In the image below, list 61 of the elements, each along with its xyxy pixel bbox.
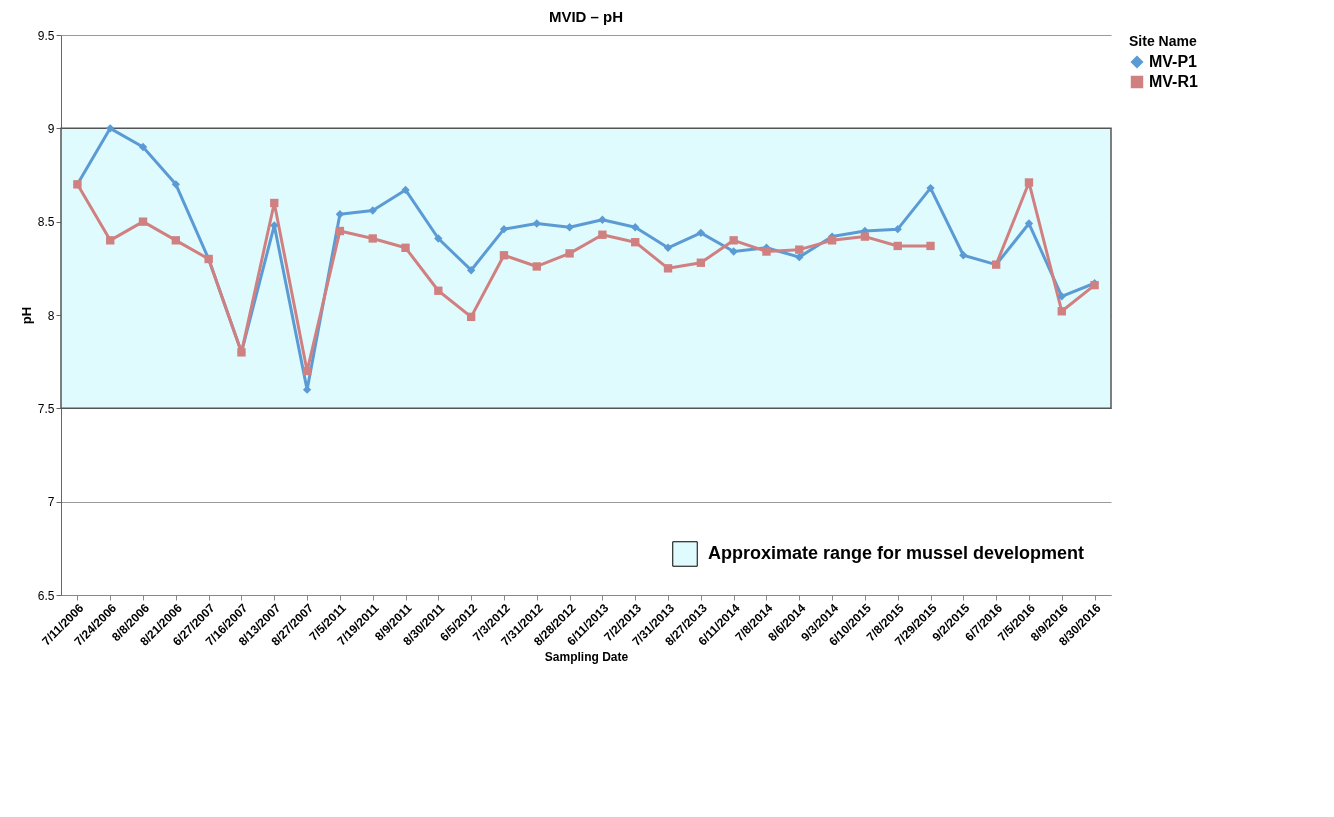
point <box>729 236 738 245</box>
point <box>138 142 148 152</box>
y-tick-label: 7 <box>47 495 55 510</box>
point <box>1057 292 1066 301</box>
point <box>696 258 706 267</box>
legend-label: MV-P1 <box>1149 53 1198 70</box>
x-axis-title: Sampling Date <box>544 650 629 665</box>
point <box>827 236 837 245</box>
y-axis-title: pH <box>18 306 34 325</box>
point <box>926 241 935 251</box>
point <box>106 236 115 245</box>
legend-label: MV-R1 <box>1149 73 1198 90</box>
point <box>368 234 377 243</box>
point <box>860 232 870 241</box>
point <box>466 266 476 275</box>
point <box>1024 219 1034 228</box>
point <box>1057 307 1066 316</box>
point <box>171 236 181 245</box>
point <box>532 219 541 228</box>
point <box>565 223 574 232</box>
point <box>598 215 607 224</box>
point <box>926 183 935 193</box>
point <box>729 247 738 256</box>
point <box>795 252 804 262</box>
point <box>302 366 312 376</box>
point <box>795 245 804 254</box>
point <box>893 241 902 251</box>
point <box>631 238 640 247</box>
point <box>368 206 377 215</box>
y-tick-label: 9 <box>47 121 55 136</box>
point <box>499 251 509 260</box>
legend-title: Site Name <box>1129 33 1197 49</box>
point <box>565 249 574 258</box>
point <box>631 223 640 232</box>
point <box>335 210 345 219</box>
point <box>598 230 607 239</box>
point <box>171 180 181 189</box>
point <box>663 243 673 252</box>
point <box>1024 178 1034 187</box>
point <box>401 185 410 195</box>
point <box>959 251 968 260</box>
y-tick-label: 6.5 <box>37 588 55 603</box>
point <box>106 124 115 133</box>
point <box>434 286 443 295</box>
point <box>663 264 673 273</box>
point <box>696 228 706 238</box>
y-tick-label: 7.5 <box>37 401 55 416</box>
point <box>434 234 443 243</box>
point <box>138 217 148 226</box>
point <box>401 243 410 252</box>
point <box>499 224 509 234</box>
point <box>335 226 345 236</box>
point <box>532 262 541 271</box>
y-tick-label: 9.5 <box>37 28 55 43</box>
legend-label: Approximate range for mussel development <box>708 543 1085 563</box>
y-tick-label: 8.5 <box>37 215 55 230</box>
y-tick-label: 8 <box>47 308 55 323</box>
point <box>762 247 771 256</box>
point <box>466 312 476 322</box>
point <box>270 198 279 208</box>
chart-title: MVID – pH <box>548 8 624 25</box>
